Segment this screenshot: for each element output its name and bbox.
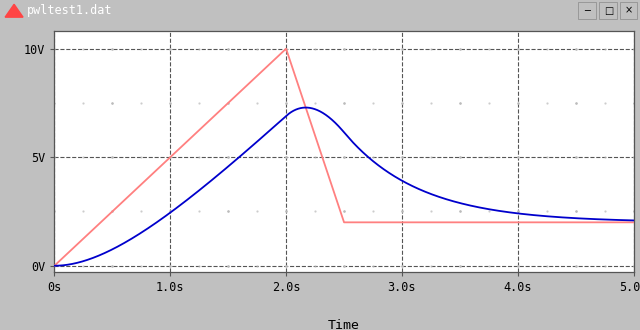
FancyBboxPatch shape bbox=[620, 2, 637, 19]
Polygon shape bbox=[5, 4, 23, 17]
FancyBboxPatch shape bbox=[599, 2, 617, 19]
Text: □: □ bbox=[604, 6, 613, 16]
Text: ─: ─ bbox=[584, 6, 591, 16]
Text: ×: × bbox=[625, 6, 633, 16]
X-axis label: Time: Time bbox=[328, 319, 360, 330]
Text: pwltest1.dat: pwltest1.dat bbox=[27, 4, 113, 17]
FancyBboxPatch shape bbox=[578, 2, 596, 19]
